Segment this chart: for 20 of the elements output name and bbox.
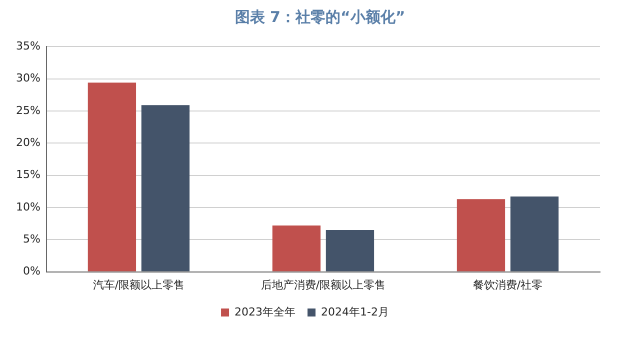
bar [510,196,559,272]
bar [456,199,506,272]
y-tick-label: 30% [16,72,40,85]
y-tick-label: 0% [22,264,40,278]
bar [326,230,374,272]
y-tick-label: 15% [16,168,40,182]
y-tick-label: 25% [16,104,40,117]
legend-label: 2024年1-2月 [321,305,389,318]
bar [141,105,190,272]
legend-label: 2023年全年 [234,305,296,318]
y-tick-label: 10% [16,200,40,214]
chart-title: 图表 7：社零的“小额化” [234,7,406,28]
y-tick-label: 5% [22,232,40,246]
bar [272,225,321,272]
x-tick-label: 后地产消费/限额以上零售 [260,278,386,292]
bar [88,82,136,272]
y-tick-label: 35% [16,39,40,52]
x-tick-label: 餐饮消费/社零 [472,278,543,292]
y-tick-label: 20% [16,136,40,149]
x-tick-label: 汽车/限额以上零售 [92,278,185,292]
